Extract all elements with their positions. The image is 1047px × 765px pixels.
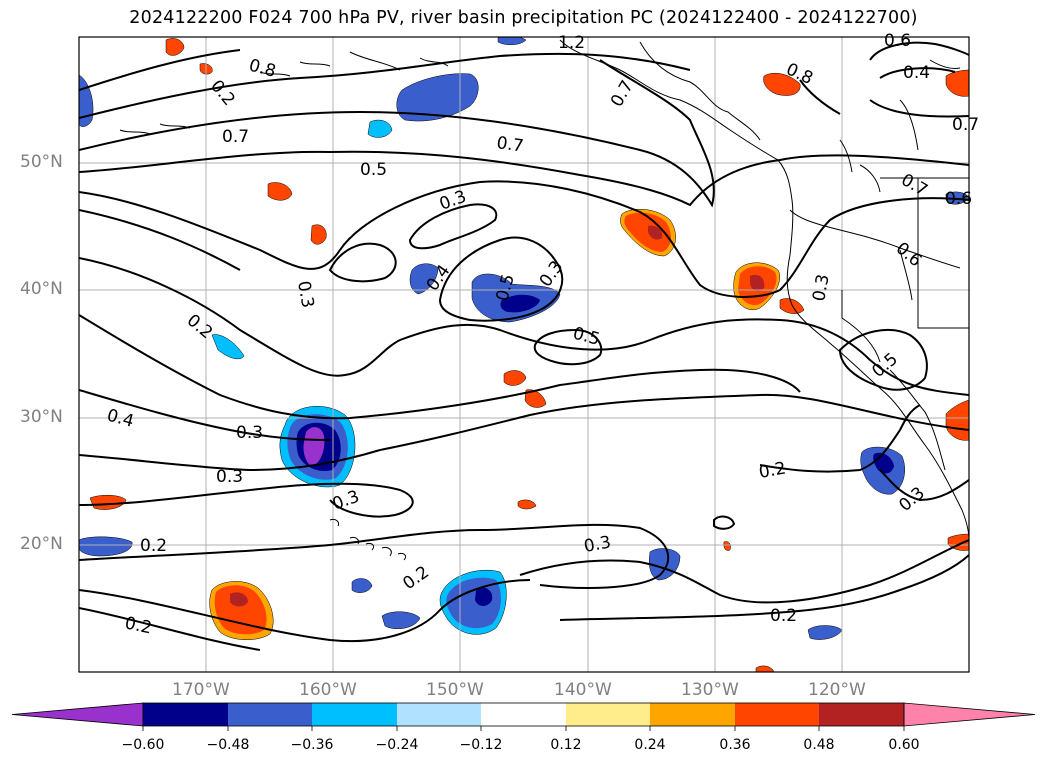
- lon-label-170w: 170°W: [172, 680, 230, 700]
- contour-label: 0.7: [952, 115, 979, 135]
- lon-label-120w: 120°W: [808, 680, 866, 700]
- lat-label-20n: 20°N: [20, 534, 63, 554]
- contour-label: 0.3: [582, 533, 612, 557]
- contour-label: 0.4: [903, 63, 930, 83]
- colorbar-segment: [143, 703, 228, 726]
- colorbar-tick-label: −0.36: [290, 737, 334, 753]
- map-frame: [78, 36, 970, 673]
- contour-label: 0.7: [898, 170, 931, 201]
- contour-label: 0.3: [809, 273, 833, 303]
- colorbar-tick-label: 0.48: [803, 737, 835, 753]
- colorbar-extend-low: [11, 702, 144, 727]
- contour-label: 0.4: [105, 406, 136, 432]
- colorbar-segment: [481, 703, 566, 726]
- contour-label: 0.7: [222, 127, 249, 147]
- contour-label: 0.8: [247, 56, 278, 82]
- lon-label-160w: 160°W: [299, 680, 357, 700]
- contour-label: 0.6: [892, 239, 926, 272]
- precipitation-shading: [79, 37, 969, 672]
- colorbar-segment: [819, 703, 904, 726]
- contour-label: 0.2: [123, 613, 154, 638]
- colorbar-tick-label: 0.12: [550, 737, 582, 753]
- pv-contours: [79, 41, 969, 651]
- contour-label: 0.2: [770, 606, 797, 626]
- contour-label: 0.7: [607, 77, 638, 110]
- contour-label: 0.3: [236, 423, 263, 443]
- colorbar-segment: [566, 703, 650, 726]
- contour-label: 0.3: [330, 487, 362, 515]
- lat-label-40n: 40°N: [20, 279, 63, 299]
- contour-label: 0.7: [495, 133, 525, 157]
- colorbar-segment: [650, 703, 735, 726]
- lon-label-140w: 140°W: [554, 680, 612, 700]
- colorbar-segment: [397, 703, 481, 726]
- lon-label-130w: 130°W: [681, 680, 739, 700]
- contour-label: 0.3: [536, 257, 568, 291]
- contour-label: 0.5: [360, 160, 387, 180]
- contour-label: 1.2: [558, 33, 585, 53]
- contour-label: 0.2: [206, 76, 239, 110]
- contour-label: 0.3: [895, 483, 929, 516]
- colorbar: [11, 702, 1036, 731]
- graticule: [79, 37, 969, 672]
- contour-label: 0.5: [571, 324, 602, 350]
- colorbar-segment: [735, 703, 819, 726]
- colorbar-tick-label: 0.60: [888, 737, 920, 753]
- colorbar-segment: [228, 703, 312, 726]
- colorbar-tick-label: 0.24: [634, 737, 666, 753]
- contour-label: 0.3: [293, 279, 317, 309]
- lat-label-50n: 50°N: [20, 152, 63, 172]
- lon-label-150w: 150°W: [426, 680, 484, 700]
- contour-label: 0.6: [945, 189, 972, 209]
- colorbar-tick-label: −0.48: [206, 737, 250, 753]
- colorbar-tick-label: −0.60: [121, 737, 165, 753]
- contour-label: 0.2: [183, 311, 217, 344]
- lat-label-30n: 30°N: [20, 407, 63, 427]
- colorbar-tick-label: −0.12: [459, 737, 503, 753]
- colorbar-tick-label: −0.24: [375, 737, 419, 753]
- contour-label: 0.2: [757, 459, 787, 483]
- contour-label: 0.6: [884, 31, 911, 51]
- colorbar-tick-label: 0.36: [719, 737, 751, 753]
- contour-label: 0.2: [140, 536, 167, 556]
- contour-label: 0.2: [399, 562, 433, 594]
- colorbar-extend-high: [903, 702, 1036, 727]
- contour-label: 0.3: [216, 467, 243, 487]
- coastlines: [119, 39, 969, 561]
- map-title: 2024122200 F024 700 hPa PV, river basin …: [129, 8, 918, 28]
- colorbar-segment: [312, 703, 397, 726]
